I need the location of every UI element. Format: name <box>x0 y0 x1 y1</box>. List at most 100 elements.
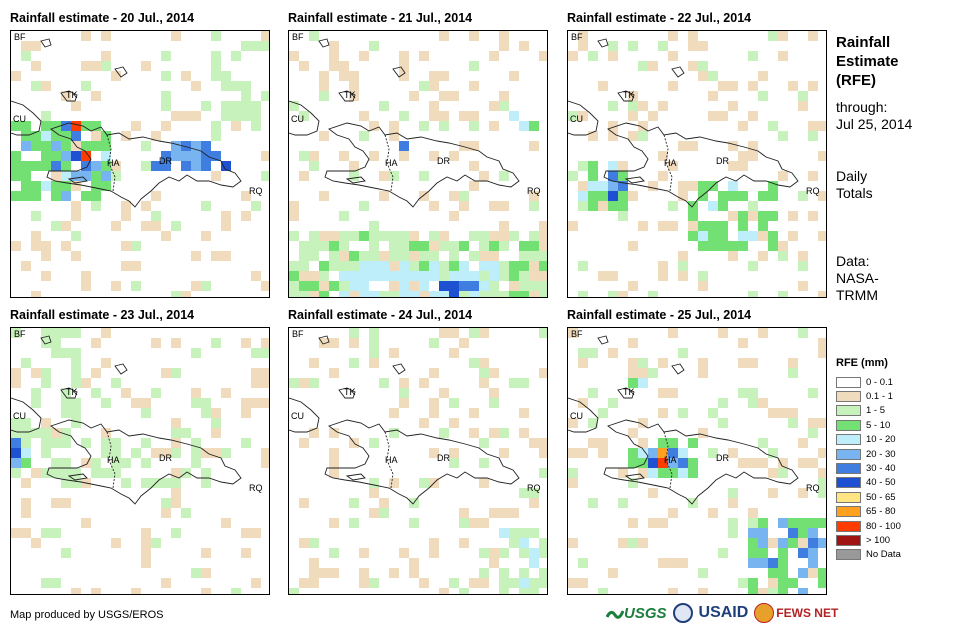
rfe-cell <box>61 428 71 438</box>
usaid-seal-icon <box>672 603 693 623</box>
rfe-cell <box>469 231 479 241</box>
rfe-cell <box>429 538 439 548</box>
rfe-cell <box>778 241 788 251</box>
rfe-cell <box>469 578 479 588</box>
rfe-cell <box>339 261 349 271</box>
rfe-cell <box>141 458 151 468</box>
rfe-cell <box>489 281 499 291</box>
rfe-cell <box>578 448 588 458</box>
map-label-bf: BF <box>292 329 304 339</box>
rfe-cell <box>529 191 539 201</box>
rfe-cell <box>81 458 91 468</box>
rfe-cell <box>289 281 299 291</box>
rfe-cell <box>728 161 738 171</box>
rfe-cell <box>688 31 698 41</box>
rfe-cell <box>101 61 111 71</box>
legend-swatch <box>836 549 861 561</box>
map-label-dr: DR <box>437 453 450 463</box>
rfe-cell <box>251 41 261 51</box>
rfe-cell <box>578 191 588 201</box>
rfe-cell <box>529 488 539 498</box>
rfe-cell <box>221 518 231 528</box>
rfe-cell <box>21 51 31 61</box>
rfe-cell <box>221 111 231 121</box>
rfe-cell <box>81 378 91 388</box>
rfe-cell <box>41 448 51 458</box>
rfe-cell <box>171 338 181 348</box>
rfe-cell <box>638 131 648 141</box>
rfe-cell <box>658 518 668 528</box>
rfe-cell <box>309 31 319 41</box>
rfe-cell <box>758 458 768 468</box>
rfe-cell <box>658 151 668 161</box>
rfe-cell <box>608 51 618 61</box>
rfe-cell <box>419 241 429 251</box>
rfe-cell <box>449 348 459 358</box>
rfe-cell <box>439 291 449 297</box>
fewsnet-logo-text: FEWS NET <box>776 606 839 620</box>
rfe-cell <box>818 518 826 528</box>
rainfall-grid-map <box>568 31 826 297</box>
rfe-cell <box>788 211 798 221</box>
rfe-cell <box>578 398 588 408</box>
rfe-cell <box>11 428 21 438</box>
rfe-cell <box>101 181 111 191</box>
rfe-cell <box>728 101 738 111</box>
rfe-cell <box>51 171 61 181</box>
rfe-cell <box>201 141 211 151</box>
rfe-cell <box>708 508 718 518</box>
rfe-cell <box>51 428 61 438</box>
through-date: Jul 25, 2014 <box>836 116 913 132</box>
rfe-cell <box>529 578 539 588</box>
rfe-cell <box>818 418 826 428</box>
rfe-cell <box>668 81 678 91</box>
rainfall-grid-map <box>11 328 269 594</box>
rfe-cell <box>509 71 519 81</box>
rfe-cell <box>628 358 638 368</box>
rfe-cell <box>628 478 638 488</box>
panel-title-jul22: Rainfall estimate - 22 Jul., 2014 <box>567 11 752 25</box>
rfe-cell <box>21 41 31 51</box>
rfe-cell <box>658 271 668 281</box>
legend-swatch <box>836 390 861 402</box>
rfe-cell <box>11 378 21 388</box>
rfe-cell <box>728 141 738 151</box>
rfe-cell <box>369 438 379 448</box>
rfe-cell <box>738 458 748 468</box>
rfe-cell <box>241 91 251 101</box>
rfe-cell <box>101 358 111 368</box>
rfe-cell <box>529 548 539 558</box>
rfe-cell <box>369 348 379 358</box>
rfe-cell <box>529 241 539 251</box>
rfe-cell <box>21 478 31 488</box>
rfe-cell <box>379 508 389 518</box>
rfe-cell <box>768 181 778 191</box>
legend-label: 20 - 30 <box>866 448 896 460</box>
rfe-cell <box>61 438 71 448</box>
rfe-cell <box>449 251 459 261</box>
rfe-cell <box>758 398 768 408</box>
rfe-cell <box>678 558 688 568</box>
rfe-cell <box>718 201 728 211</box>
rfe-cell <box>91 588 101 594</box>
rfe-cell <box>101 131 111 141</box>
rfe-cell <box>319 271 329 281</box>
rfe-cell <box>539 568 547 578</box>
rfe-cell <box>299 261 309 271</box>
rfe-cell <box>181 508 191 518</box>
rfe-cell <box>808 171 818 181</box>
rfe-cell <box>728 181 738 191</box>
rfe-cell <box>31 191 41 201</box>
map-label-ha: HA <box>107 455 120 465</box>
rfe-cell <box>509 538 519 548</box>
rfe-cell <box>329 261 339 271</box>
rfe-cell <box>211 171 221 181</box>
rfe-cell <box>261 31 269 41</box>
rfe-cell <box>519 41 529 51</box>
rfe-cell <box>788 81 798 91</box>
rfe-cell <box>439 588 449 594</box>
rfe-cell <box>71 328 81 338</box>
rfe-cell <box>608 348 618 358</box>
rfe-cell <box>41 428 51 438</box>
rfe-cell <box>499 578 509 588</box>
